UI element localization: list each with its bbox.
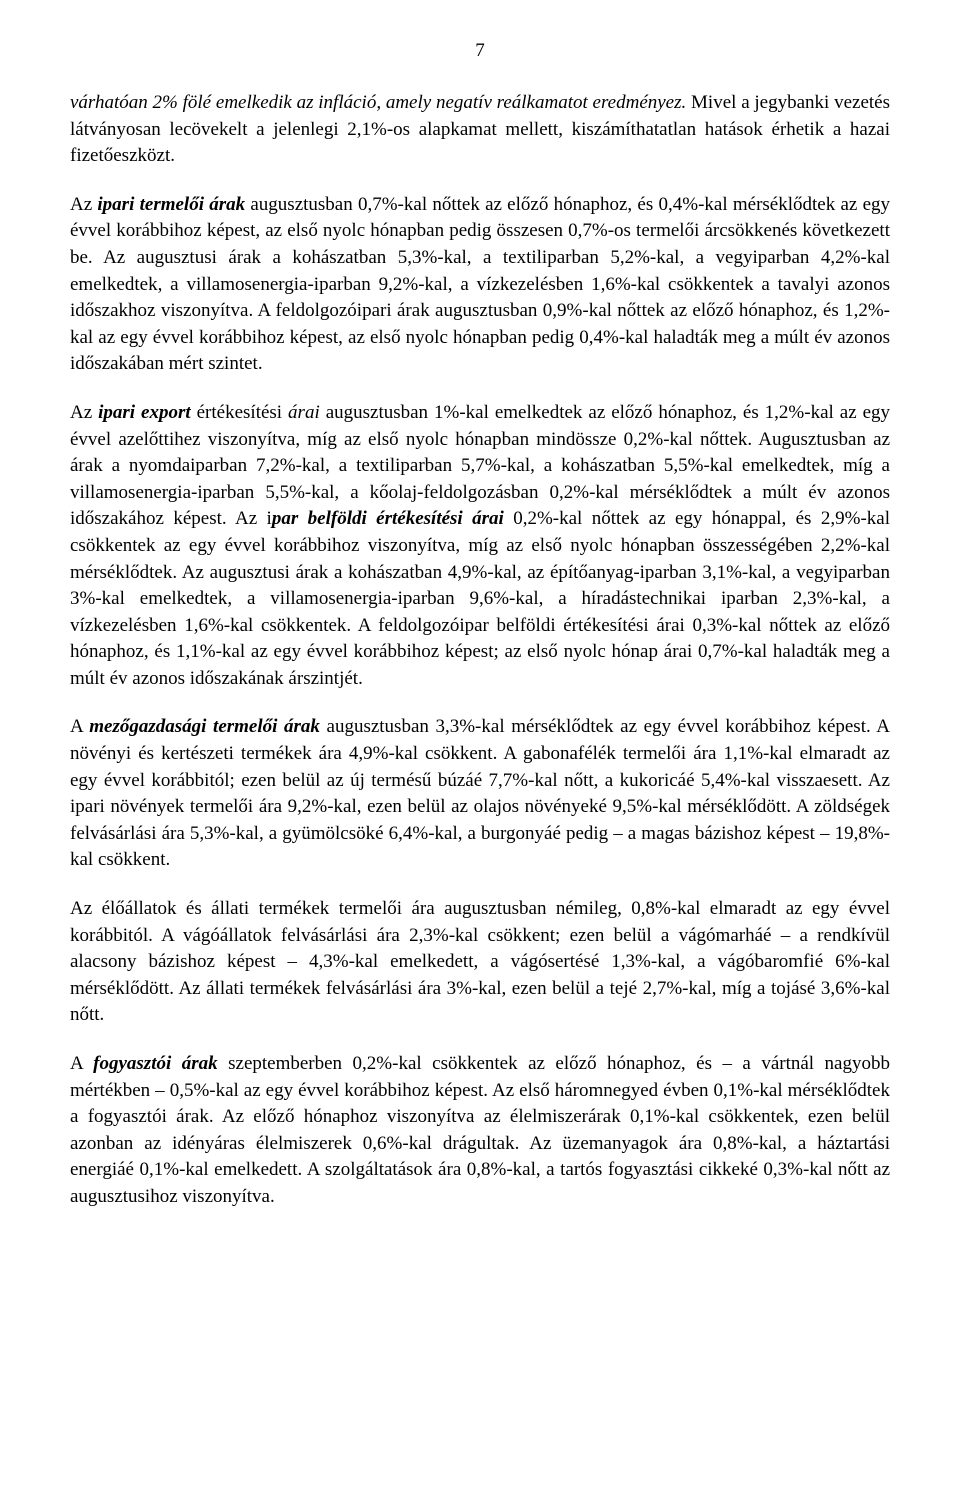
paragraph-4: A mezőgazdasági termelői árak augusztusb…	[70, 714, 890, 874]
page-number: 7	[70, 40, 890, 62]
text-bold-italic: mezőgazdasági termelői árak	[89, 716, 320, 737]
document-page: 7 várhatóan 2% fölé emelkedik az infláci…	[0, 0, 960, 1283]
text-bold-italic: fogyasztói árak	[93, 1053, 217, 1074]
text: 0,2%-kal nőttek az egy hónappal, és 2,9%…	[70, 508, 890, 689]
paragraph-3: Az ipari export értékesítési árai augusz…	[70, 400, 890, 693]
text: értékesítési	[191, 402, 288, 423]
text: Az	[70, 402, 98, 423]
paragraph-5: Az élőállatok és állati termékek termelő…	[70, 896, 890, 1029]
text: Az	[70, 194, 97, 215]
paragraph-2: Az ipari termelői árak augusztusban 0,7%…	[70, 192, 890, 378]
paragraph-1: várhatóan 2% fölé emelkedik az infláció,…	[70, 90, 890, 170]
text-italic: árai	[288, 402, 320, 423]
text: A	[70, 1053, 93, 1074]
text: A	[70, 716, 89, 737]
text: augusztusban 3,3%-kal mérséklődtek az eg…	[70, 716, 890, 870]
text-bold-italic: par belföldi értékesítési árai	[272, 508, 504, 529]
text-bold-italic: ipari export	[98, 402, 191, 423]
text-bold-italic: ipari termelői árak	[97, 194, 245, 215]
paragraph-6: A fogyasztói árak szeptemberben 0,2%-kal…	[70, 1051, 890, 1211]
text: Az élőállatok és állati termékek termelő…	[70, 898, 890, 1025]
text: augusztusban 0,7%-kal nőttek az előző hó…	[70, 194, 890, 375]
text-italic: várhatóan 2% fölé emelkedik az infláció,…	[70, 92, 686, 113]
text: szeptemberben 0,2%-kal csökkentek az elő…	[70, 1053, 890, 1207]
